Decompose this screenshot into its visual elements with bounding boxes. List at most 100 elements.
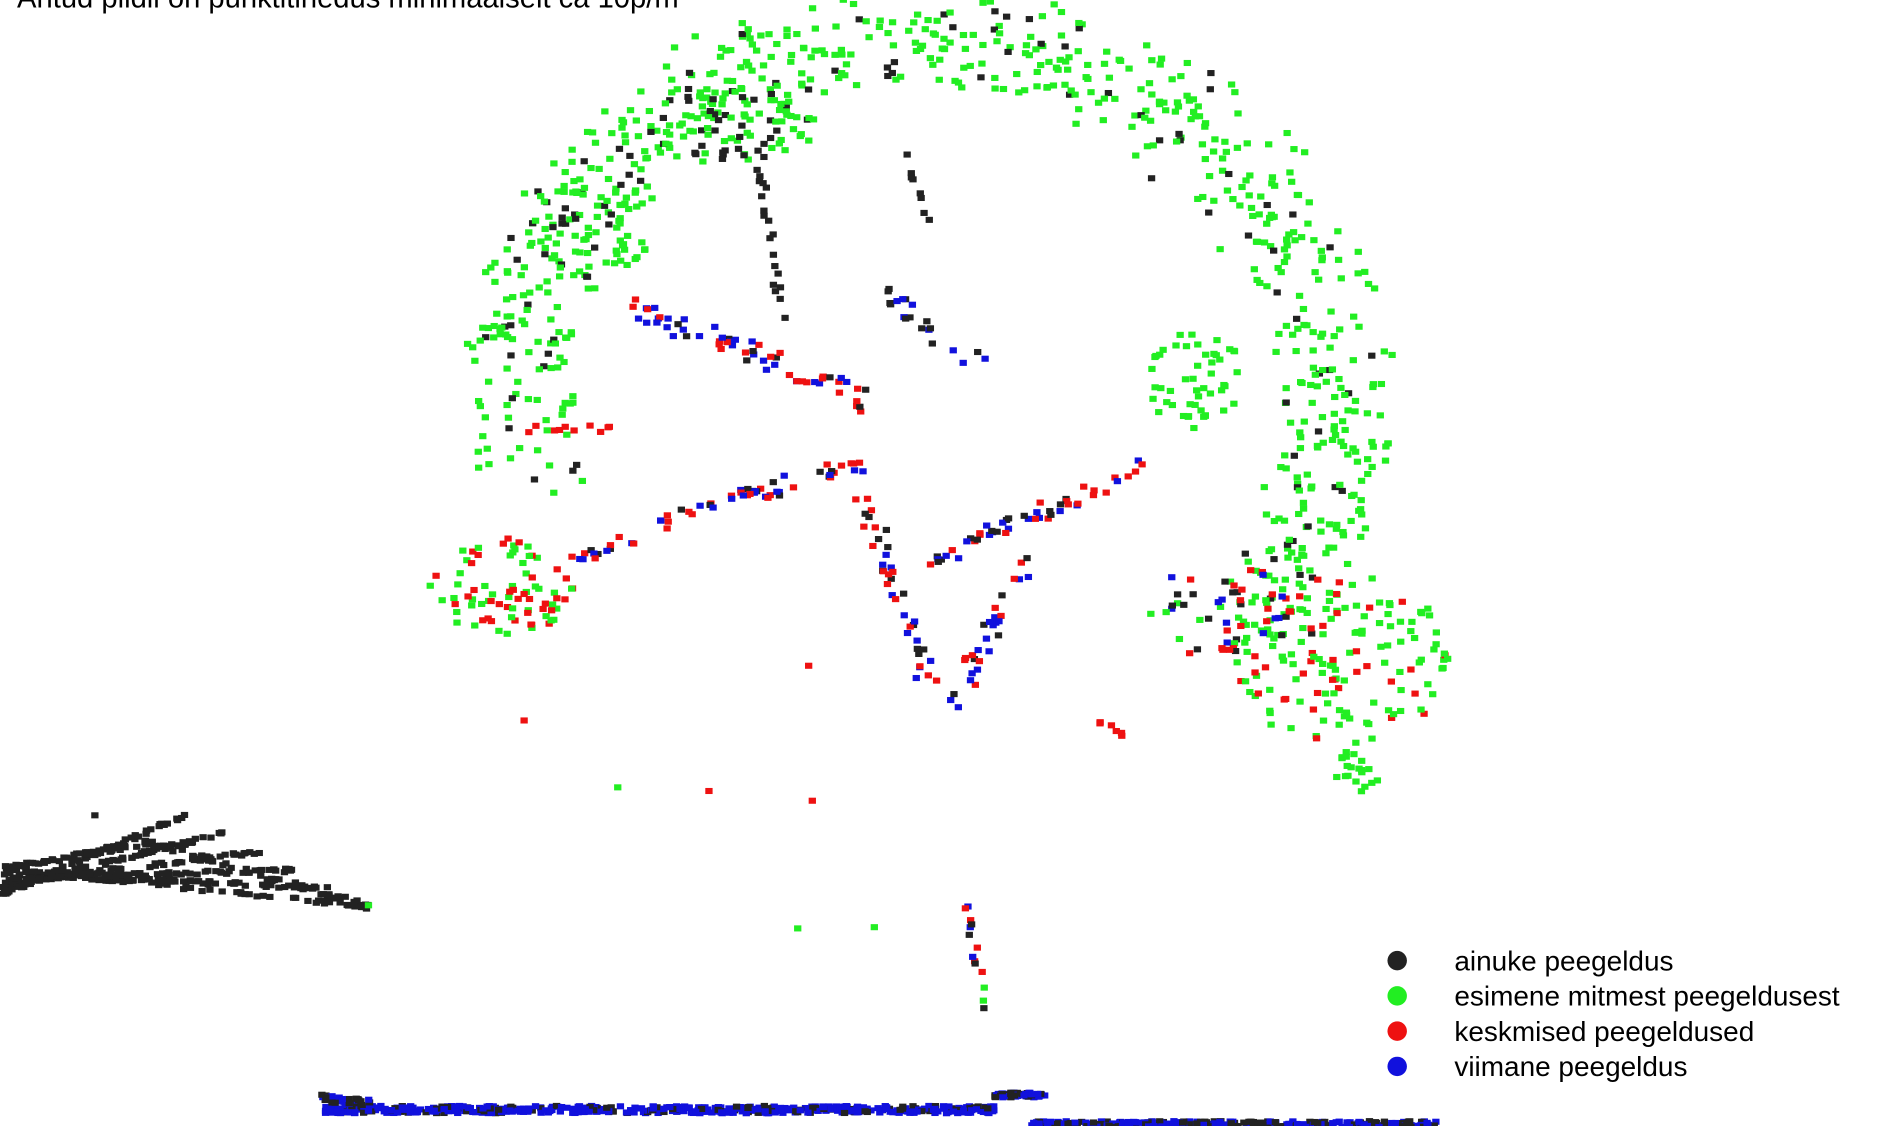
point [270, 866, 277, 872]
point [678, 507, 685, 513]
point [216, 830, 223, 836]
point [719, 335, 726, 341]
point [454, 581, 461, 587]
point [1317, 518, 1324, 524]
point [760, 62, 767, 68]
point [1336, 326, 1343, 332]
point [773, 128, 780, 134]
point [1230, 582, 1237, 588]
point [139, 873, 146, 879]
point [770, 231, 777, 237]
point [1304, 610, 1311, 616]
point [711, 89, 718, 95]
point [1388, 679, 1395, 685]
point [1147, 611, 1154, 617]
point [1148, 175, 1155, 181]
point [1207, 86, 1214, 92]
point [733, 1104, 740, 1110]
point [547, 617, 554, 623]
point [1176, 332, 1183, 338]
point [195, 878, 202, 884]
point [968, 1107, 975, 1113]
point [1284, 130, 1291, 136]
point [1080, 484, 1087, 490]
point [556, 273, 563, 279]
point [1257, 193, 1264, 199]
point [1335, 376, 1342, 382]
point [603, 1105, 610, 1111]
point [518, 272, 525, 278]
point [1005, 515, 1012, 521]
point [909, 302, 916, 308]
point [637, 178, 644, 184]
point [1174, 591, 1181, 597]
point [1230, 401, 1237, 407]
legend: ainuke peegeldusesimene mitmest peegeldu… [1387, 945, 1839, 1082]
point [469, 1109, 476, 1115]
point [1249, 213, 1256, 219]
point [1399, 599, 1406, 605]
point [1256, 280, 1263, 286]
point [740, 152, 747, 158]
point [979, 42, 986, 48]
point [666, 122, 673, 128]
point [1207, 390, 1214, 396]
point [1047, 512, 1054, 518]
point [1432, 641, 1439, 647]
point [1278, 632, 1285, 638]
point [623, 262, 630, 268]
point [685, 509, 692, 515]
point [665, 519, 672, 525]
point [524, 610, 531, 616]
point [98, 870, 105, 876]
point [1281, 246, 1288, 252]
point [260, 893, 267, 899]
point [664, 512, 671, 518]
point [1202, 412, 1209, 418]
point [1226, 647, 1233, 653]
point [1251, 653, 1258, 659]
point [657, 518, 664, 524]
point [949, 547, 956, 553]
point [585, 264, 592, 270]
point [1279, 594, 1286, 600]
point [1384, 440, 1391, 446]
point [1314, 577, 1321, 583]
point [1286, 169, 1293, 175]
point [313, 900, 320, 906]
point [729, 78, 736, 84]
point [768, 145, 775, 151]
point [188, 878, 195, 884]
point [637, 166, 644, 172]
point [603, 259, 610, 265]
point [1141, 115, 1148, 121]
point [1025, 574, 1032, 580]
point [851, 467, 858, 473]
point [1438, 666, 1445, 672]
point [1263, 618, 1270, 624]
point [613, 225, 620, 231]
point [1146, 80, 1153, 86]
point [1319, 631, 1326, 637]
point [641, 148, 648, 154]
point [1205, 210, 1212, 216]
point [1266, 710, 1273, 716]
point [662, 141, 669, 147]
point [182, 870, 189, 876]
point [908, 170, 915, 176]
point [1365, 721, 1372, 727]
point [1300, 306, 1307, 312]
point [541, 251, 548, 257]
point [901, 612, 908, 618]
point [884, 544, 891, 550]
point [1167, 388, 1174, 394]
point [838, 52, 845, 58]
point [1288, 651, 1295, 657]
point [1221, 579, 1228, 585]
point [850, 1107, 857, 1113]
point [2, 888, 9, 894]
point [1322, 550, 1329, 556]
point [1350, 751, 1357, 757]
point [765, 31, 772, 37]
point [773, 489, 780, 495]
